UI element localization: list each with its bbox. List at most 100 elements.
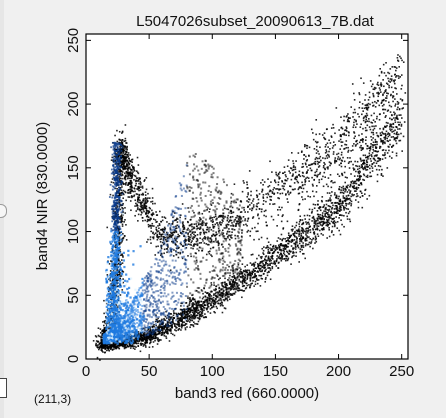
density-point bbox=[102, 324, 105, 327]
density-point bbox=[326, 157, 329, 159]
density-point bbox=[321, 218, 323, 220]
density-point bbox=[180, 319, 183, 322]
density-point bbox=[121, 131, 124, 133]
density-point bbox=[271, 192, 274, 194]
density-point bbox=[116, 153, 118, 155]
density-point bbox=[289, 235, 291, 237]
density-point bbox=[138, 201, 140, 204]
density-point bbox=[214, 213, 217, 216]
density-point bbox=[144, 339, 147, 342]
density-point bbox=[358, 165, 361, 168]
density-point bbox=[273, 203, 276, 205]
density-point bbox=[283, 166, 286, 168]
density-point bbox=[315, 185, 318, 187]
density-point bbox=[295, 224, 298, 227]
density-point bbox=[199, 310, 201, 313]
density-point bbox=[226, 284, 229, 287]
density-point bbox=[119, 344, 121, 347]
density-point bbox=[326, 213, 329, 216]
density-point bbox=[252, 206, 255, 208]
density-point bbox=[261, 266, 263, 269]
density-point bbox=[283, 171, 286, 173]
density-point bbox=[326, 218, 328, 221]
density-point bbox=[119, 186, 122, 189]
edge-checkbox[interactable] bbox=[0, 378, 7, 398]
density-point bbox=[228, 228, 230, 230]
density-point bbox=[112, 344, 115, 347]
density-point bbox=[353, 131, 355, 133]
density-point bbox=[257, 270, 259, 272]
density-point bbox=[251, 207, 254, 210]
density-point bbox=[328, 217, 330, 219]
density-point bbox=[131, 177, 133, 179]
density-point bbox=[228, 298, 231, 301]
density-point bbox=[362, 82, 365, 84]
density-point bbox=[396, 131, 398, 134]
density-point bbox=[112, 343, 115, 346]
density-point bbox=[260, 210, 263, 213]
density-point bbox=[128, 172, 130, 174]
density-point bbox=[140, 344, 142, 346]
density-point bbox=[159, 241, 162, 243]
density-point bbox=[382, 139, 384, 142]
density-point bbox=[157, 320, 159, 323]
density-point bbox=[296, 175, 298, 178]
density-point bbox=[364, 139, 367, 142]
density-point bbox=[303, 145, 306, 148]
density-point bbox=[198, 242, 201, 244]
density-point bbox=[230, 236, 232, 239]
density-point bbox=[302, 221, 305, 224]
density-point bbox=[379, 91, 382, 93]
density-point bbox=[129, 168, 132, 170]
density-point bbox=[324, 152, 327, 154]
density-point bbox=[147, 219, 150, 222]
density-point bbox=[140, 213, 142, 216]
density-point bbox=[352, 182, 355, 185]
density-point bbox=[145, 346, 147, 348]
density-point bbox=[199, 306, 202, 309]
density-point bbox=[149, 224, 151, 227]
density-point bbox=[306, 235, 308, 237]
density-point bbox=[318, 221, 321, 223]
density-point bbox=[210, 254, 212, 256]
density-point bbox=[256, 282, 259, 285]
density-point bbox=[291, 188, 294, 191]
density-point bbox=[201, 238, 204, 241]
density-point bbox=[137, 186, 139, 188]
density-point bbox=[320, 218, 322, 221]
density-point bbox=[231, 237, 233, 239]
density-point bbox=[198, 249, 200, 252]
density-point bbox=[192, 321, 195, 324]
density-point bbox=[201, 310, 204, 313]
density-point bbox=[112, 181, 115, 184]
density-point bbox=[145, 333, 147, 336]
density-point bbox=[235, 223, 237, 225]
density-point bbox=[283, 188, 286, 191]
density-point bbox=[247, 206, 249, 209]
density-point bbox=[119, 145, 121, 148]
density-point bbox=[257, 230, 259, 233]
density-point bbox=[188, 310, 191, 313]
density-point bbox=[190, 324, 193, 326]
density-point bbox=[166, 243, 169, 246]
density-point bbox=[301, 227, 303, 229]
density-point bbox=[133, 342, 136, 345]
density-point bbox=[158, 327, 160, 330]
density-point bbox=[213, 225, 216, 228]
density-point bbox=[202, 231, 205, 234]
density-point bbox=[266, 196, 269, 199]
density-point bbox=[122, 281, 125, 284]
density-point bbox=[121, 220, 124, 223]
density-point bbox=[241, 277, 244, 279]
density-point bbox=[324, 138, 327, 141]
density-point bbox=[296, 240, 298, 242]
density-point bbox=[336, 153, 338, 156]
density-point bbox=[147, 225, 150, 228]
density-point bbox=[120, 148, 123, 151]
density-point bbox=[337, 156, 340, 158]
density-point bbox=[398, 108, 401, 111]
density-point bbox=[212, 296, 215, 299]
density-point bbox=[281, 215, 284, 218]
density-point bbox=[175, 253, 178, 256]
density-point bbox=[225, 237, 227, 240]
